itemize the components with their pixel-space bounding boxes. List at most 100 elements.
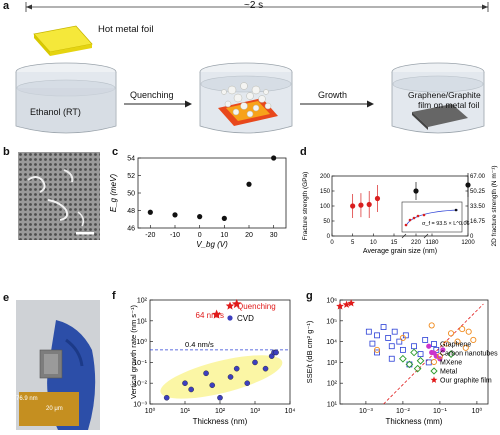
x-tick-label: -20 xyxy=(145,232,155,239)
graphene-point xyxy=(365,328,372,335)
inset-point xyxy=(408,218,412,222)
beaker-ethanol-icon xyxy=(15,62,117,134)
y-tick-label: 10² xyxy=(137,298,148,305)
y-axis-label: Vertical growth rate (nm s⁻¹) xyxy=(129,305,138,399)
quench-point xyxy=(211,309,222,319)
y2-tick-label: 16.75 xyxy=(470,219,486,225)
y-tick-label: 46 xyxy=(127,226,135,233)
y-tick-label: 10² xyxy=(327,381,338,388)
y2-tick-label: 0 xyxy=(470,234,474,240)
cvd-point xyxy=(273,349,279,356)
x-tick-label: 30 xyxy=(270,232,278,239)
result-label-2: film on metal foil xyxy=(418,100,480,110)
inset-point xyxy=(416,214,420,218)
legend-marker xyxy=(431,350,437,356)
y-tick-label: 50 xyxy=(323,219,330,225)
inset-thickness-label: 76.9 nm xyxy=(16,396,38,402)
mxene-point xyxy=(447,330,455,337)
graphite-film-point xyxy=(336,302,344,310)
y-axis-label: SSE/t (dB cm² g⁻¹) xyxy=(305,320,314,383)
ethanol-label: Ethanol (RT) xyxy=(30,107,81,117)
y-tick-label: 10⁻² xyxy=(133,381,147,388)
foil-label: Hot metal foil xyxy=(98,24,154,35)
x-axis-label: Thickness (nm) xyxy=(193,417,248,426)
panel-a-schematic xyxy=(15,2,489,134)
x-tick-label: 10² xyxy=(215,408,226,415)
panel-g-label: g xyxy=(306,290,313,302)
legend-marker xyxy=(430,376,438,383)
panel-a-label: a xyxy=(3,0,10,12)
mxene-point xyxy=(428,322,435,329)
cvd-point xyxy=(209,382,216,389)
graphene-point xyxy=(396,338,403,345)
x-tick-label: 10⁻³ xyxy=(359,408,373,415)
axis-break xyxy=(401,233,407,239)
inset-scale-label: 20 μm xyxy=(46,406,63,412)
y-tick-label: 10⁴ xyxy=(326,339,337,346)
panel-f-chart: 0.4 nm/s 10⁰ 10¹ 10² 10³ 10⁴ 10⁻³ 10⁻² 10⁻¹ 10⁰ 10… xyxy=(129,298,296,427)
y-tick-label: 10³ xyxy=(327,360,338,367)
x-tick-label: 220 xyxy=(411,240,422,246)
cvd-point xyxy=(203,370,209,377)
mxene-point xyxy=(373,346,381,353)
data-point xyxy=(172,212,178,218)
axis-break xyxy=(423,233,429,239)
y-tick-label: 50 xyxy=(127,191,135,198)
mxene-point xyxy=(436,353,443,360)
metal-point xyxy=(405,360,414,369)
metal-point xyxy=(410,348,418,357)
y-axis-label: E_g (meV) xyxy=(109,174,118,213)
x-tick-label: 10⁰ xyxy=(472,407,483,415)
graphite-film-point xyxy=(342,300,351,308)
y-tick-label: 10¹ xyxy=(137,318,148,325)
mxene-point xyxy=(399,334,406,341)
graphene-point xyxy=(391,328,398,335)
x-tick-label: 10⁻² xyxy=(396,408,410,415)
data-point xyxy=(413,188,419,194)
cvd-point xyxy=(233,365,240,372)
legend-marker xyxy=(431,359,437,365)
mxene-point xyxy=(462,344,469,351)
graphene-point xyxy=(374,349,380,356)
graphene-point xyxy=(422,337,429,343)
legend-quench-label: Quenching xyxy=(237,302,276,311)
x-tick-label: -10 xyxy=(170,232,180,239)
data-point xyxy=(465,182,471,188)
data-point xyxy=(246,181,252,187)
legend-cvd-marker xyxy=(227,315,233,321)
data-point xyxy=(374,195,381,202)
y-tick-label: 10¹ xyxy=(327,402,338,409)
graphene-point xyxy=(385,335,392,341)
graphene-point xyxy=(406,361,413,368)
quench-point xyxy=(231,299,242,309)
metal-point xyxy=(413,364,422,373)
legend-marker xyxy=(430,367,438,375)
x-tick-label: 10⁰ xyxy=(145,407,156,415)
x-tick-label: 10⁴ xyxy=(285,408,296,415)
mxene-point xyxy=(459,326,466,333)
x-axis-label: Thickness (mm) xyxy=(386,417,443,426)
y-tick-label: 52 xyxy=(127,173,135,180)
legend-label: MXene xyxy=(440,360,462,367)
data-point xyxy=(147,209,153,215)
x-tick-label: 20 xyxy=(245,232,253,239)
y-tick-label: 10⁻¹ xyxy=(133,360,147,367)
y-tick-label: 150 xyxy=(320,189,331,195)
graphene-point xyxy=(369,340,376,347)
y2-tick-label: 50.25 xyxy=(470,189,486,195)
panel-c-label: c xyxy=(112,146,119,158)
graphene-point xyxy=(374,332,380,339)
inset-equation: σ_f = 93.5 × L^0.06 xyxy=(422,221,470,227)
graphene-point xyxy=(417,351,424,358)
inset-point xyxy=(404,223,408,227)
y-tick-label: 10⁻³ xyxy=(133,402,147,409)
metal-point xyxy=(416,356,425,365)
panel-d-chart: 0 5 10 15 220 1180 1200050100150200016.7533.50… xyxy=(302,165,498,255)
plot-frame xyxy=(339,299,489,405)
x-tick-label: 1200 xyxy=(461,240,475,246)
data-point xyxy=(358,202,364,208)
x-axis-label: Average grain size (nm) xyxy=(363,248,437,255)
cvd-point xyxy=(188,386,194,393)
x-tick-label: 0 xyxy=(198,232,202,239)
cvd-point xyxy=(227,374,234,380)
